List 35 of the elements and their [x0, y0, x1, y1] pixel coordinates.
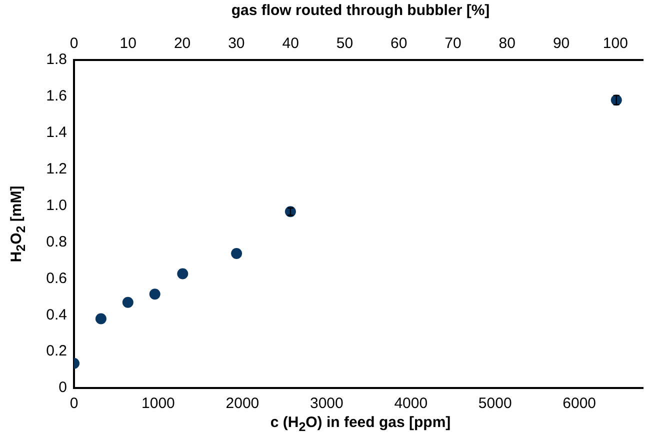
x2-tick-label: 90 [552, 35, 570, 52]
y-tick-label: 0.6 [46, 270, 67, 287]
x2-tick-label: 30 [228, 35, 245, 52]
point [122, 296, 134, 308]
x-tick-label: 4000 [394, 395, 428, 412]
x2-axis-title: gas flow routed through bubbler [%] [230, 2, 491, 19]
point [177, 268, 188, 280]
x2-tick-label: 10 [120, 35, 136, 52]
y-tick-label: 0.4 [46, 306, 67, 324]
x-tick-label: 5000 [478, 395, 512, 412]
x2-tick-label: 70 [444, 35, 462, 52]
y-tick-label: 0.2 [46, 342, 67, 360]
point [231, 248, 242, 260]
x2-tick-label: 20 [174, 35, 191, 52]
y-tick-label: 0.8 [46, 233, 67, 250]
y-tick-label: 1.6 [46, 88, 67, 105]
x-tick-label: 1000 [142, 395, 175, 412]
x-tick-label: 6000 [562, 395, 596, 412]
x-tick-label: 2000 [226, 395, 260, 412]
x2-tick-label: 60 [390, 35, 408, 52]
y-tick-label: 1.0 [46, 196, 67, 214]
x-tick-label: 0 [70, 395, 78, 412]
y-tick-label: 1.4 [46, 124, 67, 142]
x2-tick-label: 50 [336, 35, 354, 52]
point [95, 313, 106, 324]
x2-tick-label: 80 [498, 35, 516, 52]
x2-tick-label: 0 [70, 35, 78, 52]
y-tick-label: 1.2 [46, 160, 67, 178]
x-tick-label: 3000 [310, 395, 344, 412]
y-tick-label: 1.8 [46, 51, 67, 68]
x-axis-title: c (H$_{2}$O) in feed gas [ppm] [269, 414, 452, 434]
x2-tick-label: 100 [602, 35, 628, 52]
y-tick-label: 0 [58, 379, 67, 396]
x2-tick-label: 40 [282, 35, 299, 52]
point [149, 288, 160, 300]
